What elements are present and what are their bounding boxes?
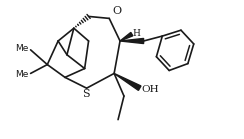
Text: Me: Me bbox=[15, 44, 29, 53]
Polygon shape bbox=[114, 73, 141, 90]
Text: Me: Me bbox=[15, 70, 29, 79]
Text: OH: OH bbox=[141, 85, 159, 94]
Text: O: O bbox=[112, 6, 121, 16]
Text: H: H bbox=[133, 29, 141, 38]
Polygon shape bbox=[120, 32, 133, 41]
Polygon shape bbox=[120, 39, 144, 44]
Text: S: S bbox=[82, 89, 90, 99]
